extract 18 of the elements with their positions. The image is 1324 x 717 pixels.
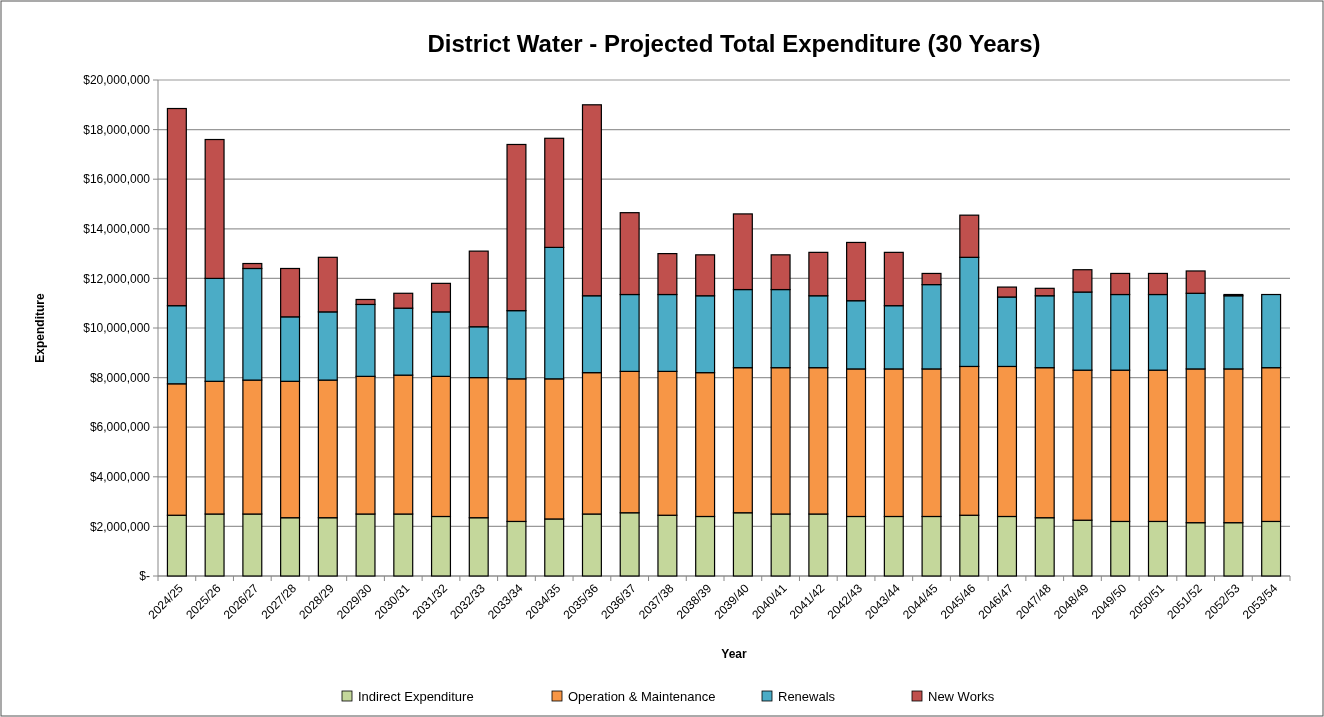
y-axis-title: Expenditure bbox=[33, 293, 47, 363]
legend-label: Operation & Maintenance bbox=[568, 688, 716, 704]
y-tick-label: $18,000,000 bbox=[83, 122, 151, 137]
y-tick-label: $16,000,000 bbox=[83, 172, 151, 187]
y-tick-label: $20,000,000 bbox=[83, 73, 151, 88]
x-axis-title: Year bbox=[721, 647, 748, 661]
y-tick-label: $14,000,000 bbox=[83, 222, 151, 236]
y-tick-label: $6,000,000 bbox=[89, 420, 151, 435]
y-tick-label: $12,000,000 bbox=[83, 271, 151, 286]
y-tick-label: $8,000,000 bbox=[89, 370, 151, 385]
legend-label: Indirect Expenditure bbox=[358, 688, 474, 704]
y-tick-label: $- bbox=[139, 569, 150, 584]
y-tick-label: $10,000,000 bbox=[83, 321, 151, 336]
legend-label: Renewals bbox=[778, 688, 836, 704]
legend-label: New Works bbox=[928, 688, 995, 704]
chart-title: District Water - Projected Total Expenditure (30 Years) bbox=[427, 30, 1041, 57]
y-tick-label: $4,000,000 bbox=[89, 470, 151, 484]
y-tick-label: $2,000,000 bbox=[89, 519, 151, 534]
